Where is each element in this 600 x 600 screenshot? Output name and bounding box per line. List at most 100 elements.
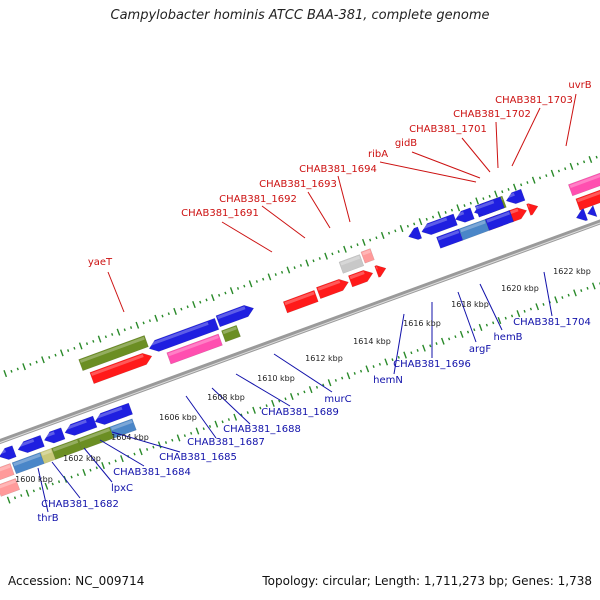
top-tick <box>54 353 57 357</box>
top-tick <box>116 328 121 336</box>
top-tick <box>142 321 145 325</box>
top-tick <box>488 194 491 198</box>
label-bottom-13-leader <box>543 271 553 317</box>
top-tick <box>199 300 202 304</box>
top-tick <box>582 160 586 164</box>
top-tick <box>538 176 542 180</box>
bottom-tick <box>39 487 42 490</box>
bottom-tick <box>303 390 306 394</box>
bottom-tick <box>214 420 219 428</box>
top-tick <box>218 293 221 297</box>
bottom-tick <box>120 455 124 463</box>
bottom-tick <box>89 468 92 472</box>
top-tick <box>494 190 498 198</box>
top-tick <box>97 335 102 343</box>
top-tick <box>48 356 51 359</box>
label-bottom-9-leader <box>393 313 405 375</box>
scale-label-1618: 1618 kbp <box>451 300 489 309</box>
top-tick <box>186 305 189 309</box>
feature-rev-7-shine <box>420 217 448 230</box>
label-top-2-leader <box>261 205 306 239</box>
feature-red-7-shine <box>527 204 530 208</box>
bottom-tick <box>466 330 470 334</box>
bottom-tick <box>365 365 370 373</box>
top-tick <box>173 307 177 315</box>
top-tick <box>356 243 359 247</box>
top-tick <box>255 280 258 283</box>
top-tick <box>512 183 517 191</box>
feature-olive-small-shine <box>222 326 237 335</box>
top-tick <box>16 367 19 371</box>
label-top-6: gidB <box>395 138 417 149</box>
feature-rev-9-shine <box>473 200 495 211</box>
bottom-tick <box>334 378 337 382</box>
feature-blue-arrow-2 <box>215 305 255 328</box>
bottom-tick <box>384 358 389 366</box>
bottom-tick <box>504 316 507 320</box>
feature-rev-6-shine <box>407 230 412 235</box>
top-tick <box>507 188 510 191</box>
bottom-tick <box>327 379 332 387</box>
label-bottom-13: CHAB381_1704 <box>513 317 591 328</box>
feature-steel-1-shine <box>13 453 41 467</box>
gene-labels: yaeT CHAB381_1691 CHAB381_1692 CHAB381_1693… <box>37 80 591 524</box>
top-tick <box>35 360 38 364</box>
feature-yaet-box <box>78 335 149 372</box>
feature-red-4 <box>374 265 387 278</box>
top-tick <box>425 217 428 221</box>
feature-rev-1-shine <box>0 449 6 455</box>
bottom-tick <box>523 309 526 313</box>
label-top-10: uvrB <box>568 80 591 91</box>
label-bottom-4: CHAB381_1685 <box>159 452 237 463</box>
bottom-tick <box>152 445 155 449</box>
top-tick <box>286 266 291 274</box>
bottom-tick <box>195 427 200 435</box>
label-top-2: CHAB381_1692 <box>219 194 297 205</box>
bottom-tick <box>397 355 400 359</box>
top-tick <box>267 273 272 281</box>
feature-red-7 <box>526 203 539 216</box>
scale-label-1604: 1604 kbp <box>111 433 149 442</box>
label-bottom-0-leader <box>37 467 49 513</box>
feature-rev-3-shine <box>43 431 55 438</box>
bottom-tick <box>391 358 394 362</box>
bottom-tick <box>346 372 351 380</box>
bottom-tick <box>20 494 23 497</box>
label-bottom-8-leader <box>273 353 333 393</box>
scale-label-1602: 1602 kbp <box>63 454 101 463</box>
bottom-tick <box>378 362 381 366</box>
top-tick <box>406 224 409 228</box>
top-tick <box>557 169 560 173</box>
bottom-tick <box>416 349 419 352</box>
bottom-tick <box>76 473 79 477</box>
bottom-tick <box>359 369 363 373</box>
feature-rev-14 <box>587 204 598 218</box>
top-tick <box>29 362 32 366</box>
feature-uvrb-red <box>575 189 600 211</box>
label-top-7: CHAB381_1701 <box>409 124 487 135</box>
bottom-tick <box>403 351 407 359</box>
bottom-tick <box>561 296 564 299</box>
top-tick <box>331 252 334 256</box>
label-bottom-6-leader <box>211 387 251 425</box>
label-leader-lines <box>37 93 577 513</box>
top-tick <box>399 225 404 233</box>
bottom-tick <box>171 438 174 442</box>
label-bottom-5-leader <box>185 395 217 439</box>
bottom-tick <box>497 317 502 325</box>
bottom-tick <box>459 330 464 338</box>
feature-blue-arrow-2-shine <box>217 306 246 320</box>
feature-rev-3 <box>43 427 66 444</box>
bottom-tick <box>227 418 230 421</box>
feature-steel-3-shine <box>460 220 486 233</box>
bottom-tick <box>271 399 275 407</box>
feature-rev-10 <box>505 188 526 205</box>
feature-rev-13-shine <box>575 212 578 216</box>
feature-gray-1 <box>338 254 365 274</box>
feature-lightred-2 <box>0 463 15 481</box>
top-tick <box>595 155 598 159</box>
bottom-tick <box>95 466 98 470</box>
feature-pink-box <box>166 333 223 365</box>
feature-rev-5 <box>94 402 134 425</box>
top-tick <box>588 155 593 164</box>
